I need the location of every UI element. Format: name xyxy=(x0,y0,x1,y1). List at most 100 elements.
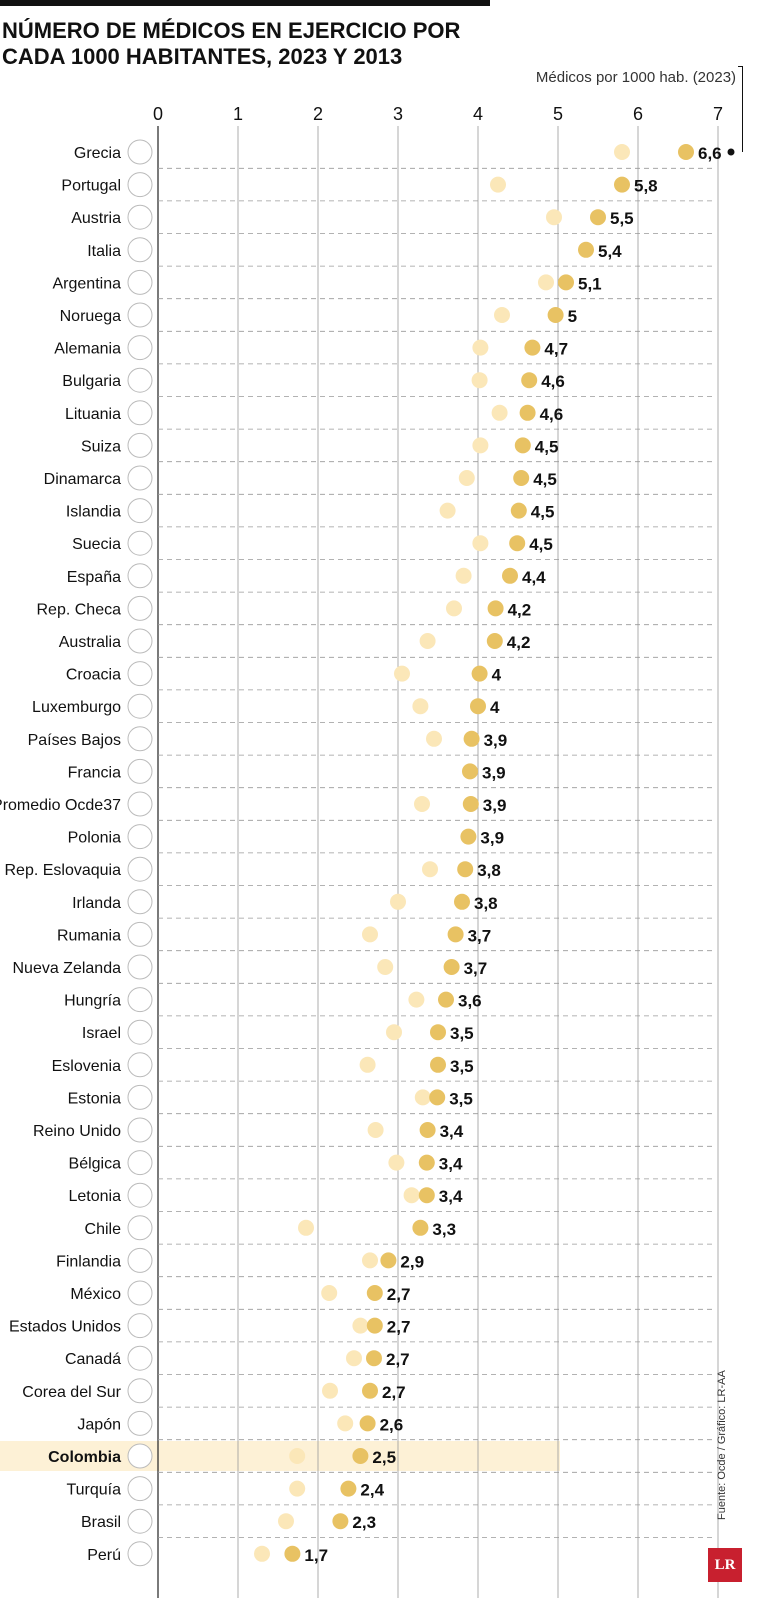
value-label: 4,2 xyxy=(508,600,532,619)
oecd-logo-icon xyxy=(127,791,153,817)
value-label: 3,4 xyxy=(439,1187,463,1206)
dot-2023 xyxy=(678,144,694,160)
country-label: Colombia xyxy=(48,1449,121,1466)
dot-2023 xyxy=(614,176,630,193)
country-label: Turquía xyxy=(66,1482,121,1499)
italy-flag-icon xyxy=(127,237,153,263)
country-label: Suiza xyxy=(81,438,121,455)
country-label: Reino Unido xyxy=(33,1123,121,1140)
dot-2013 xyxy=(321,1285,338,1301)
x-tick-label: 3 xyxy=(393,104,403,124)
dot-2013 xyxy=(394,665,410,682)
country-label: México xyxy=(70,1286,121,1303)
dot-2013 xyxy=(337,1415,354,1432)
latvia-flag-icon xyxy=(127,1182,153,1208)
dot-2013 xyxy=(352,1317,369,1334)
country-label: Lituania xyxy=(65,406,121,423)
slovenia-flag-icon xyxy=(127,1052,153,1078)
dot-2023 xyxy=(454,893,470,910)
legend-leader-line xyxy=(742,66,743,152)
value-label: 3,8 xyxy=(474,894,498,913)
dot-2013 xyxy=(386,1024,402,1041)
dot-2023 xyxy=(578,241,594,258)
dot-2013 xyxy=(390,893,406,910)
value-label: 4,5 xyxy=(531,503,555,522)
dot-2023 xyxy=(514,437,531,454)
country-label: Alemania xyxy=(54,341,121,358)
value-label: 4,5 xyxy=(533,470,557,489)
hungary-flag-icon xyxy=(127,987,153,1013)
value-label: 4 xyxy=(492,666,502,685)
value-label: 6,6 xyxy=(698,144,722,163)
lr-logo: LR xyxy=(708,1548,742,1582)
country-label: España xyxy=(67,569,121,586)
value-label: 4,5 xyxy=(529,535,553,554)
dot-2023 xyxy=(460,828,477,845)
dot-2023 xyxy=(430,1024,446,1041)
dot-2013 xyxy=(362,926,378,943)
dot-2023 xyxy=(462,763,478,780)
value-label: 3,3 xyxy=(432,1220,456,1239)
dot-2013 xyxy=(472,535,489,552)
value-label: 3,8 xyxy=(477,861,501,880)
dot-2023 xyxy=(352,1448,369,1464)
dot-2013 xyxy=(422,861,438,878)
dot-2013 xyxy=(388,1154,405,1171)
poland-flag-icon xyxy=(127,824,153,850)
country-label: Finlandia xyxy=(56,1253,121,1270)
chile-flag-icon xyxy=(127,1215,153,1241)
greece-flag-icon xyxy=(127,139,153,165)
spain-flag-icon xyxy=(127,563,153,589)
lithuania-flag-icon xyxy=(127,400,153,426)
switzerland-flag-icon xyxy=(127,432,153,458)
country-label: Australia xyxy=(59,634,121,651)
dot-2023 xyxy=(470,698,486,715)
dot-2013 xyxy=(414,796,430,812)
portugal-flag-icon xyxy=(127,172,153,198)
country-label: Luxemburgo xyxy=(32,699,121,716)
country-label: Chile xyxy=(85,1221,122,1238)
dot-2023 xyxy=(412,1219,429,1236)
dot-2023 xyxy=(438,991,454,1008)
country-label: Islandia xyxy=(66,504,121,521)
value-label: 3,5 xyxy=(449,1089,473,1108)
dot-2013 xyxy=(458,470,475,486)
country-label: Israel xyxy=(82,1025,121,1042)
belgium-flag-icon xyxy=(127,1150,153,1176)
value-label: 1,7 xyxy=(304,1546,328,1565)
country-label: Brasil xyxy=(81,1514,121,1531)
israel-flag-icon xyxy=(127,1019,153,1045)
dot-2013 xyxy=(412,698,429,715)
dot-2013 xyxy=(419,633,436,649)
dot-2023 xyxy=(524,339,541,356)
romania-flag-icon xyxy=(127,921,153,947)
country-label: Perú xyxy=(87,1547,121,1564)
country-label: Hungría xyxy=(64,993,121,1010)
country-label: Promedio Ocde37 xyxy=(0,797,121,814)
country-label: Irlanda xyxy=(72,895,121,912)
slovakia-flag-icon xyxy=(127,856,153,882)
value-label: 3,7 xyxy=(464,959,488,978)
dot-2023 xyxy=(362,1382,378,1399)
uk-flag-icon xyxy=(127,1117,153,1143)
country-label: Estonia xyxy=(68,1090,121,1107)
dot-2013 xyxy=(377,959,394,975)
peru-flag-icon xyxy=(127,1541,153,1567)
x-tick-label: 4 xyxy=(473,104,483,124)
dot-2013 xyxy=(446,600,462,617)
dot-2023 xyxy=(419,1122,436,1138)
country-label: Eslovenia xyxy=(52,1058,121,1075)
country-label: Estados Unidos xyxy=(9,1319,121,1336)
dot-2023 xyxy=(486,633,503,649)
value-label: 4,6 xyxy=(540,405,564,424)
value-label: 4,6 xyxy=(541,372,565,391)
country-label: Polonia xyxy=(68,830,121,847)
country-label: Croacia xyxy=(66,667,121,684)
dot-2023 xyxy=(284,1545,301,1562)
dot-2023 xyxy=(380,1252,397,1269)
mexico-flag-icon xyxy=(127,1280,153,1306)
value-label: 2,3 xyxy=(352,1513,376,1532)
dot-2023 xyxy=(462,796,479,812)
dot-2013 xyxy=(455,567,472,584)
dot-2023 xyxy=(447,926,464,943)
